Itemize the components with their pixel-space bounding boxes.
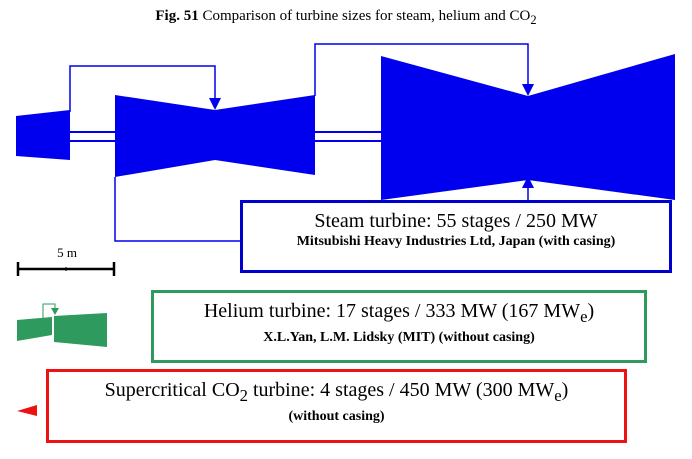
- helium-title-close: ): [587, 300, 595, 322]
- figure-caption: Fig. 51 Comparison of turbine sizes for …: [0, 8, 692, 28]
- steam-ip-section: [115, 95, 315, 177]
- helium-pipe-arrow: [51, 308, 59, 315]
- co2-title-text: Supercritical CO: [104, 379, 240, 401]
- steam-shaft-mid-upper: [315, 131, 381, 133]
- caption-subscript: 2: [530, 13, 537, 27]
- helium-pipe: [42, 303, 56, 318]
- helium-turbine-section: [54, 313, 107, 347]
- scale-label: 5 m: [57, 245, 77, 260]
- helium-title-subscript: e: [580, 307, 588, 326]
- steam-shaft-lower: [70, 140, 115, 142]
- scale-bar: [16, 262, 116, 276]
- steam-pipe-arrow-3: [522, 176, 534, 188]
- figure-label: Fig. 51: [155, 8, 199, 24]
- steam-turbine-title: Steam turbine: 55 stages / 250 MW: [314, 210, 598, 232]
- steam-pipe-return: [114, 177, 240, 242]
- co2-title-subscript-2: 2: [239, 386, 248, 405]
- steam-lp-section: [381, 54, 675, 200]
- steam-shaft-mid-lower: [315, 140, 381, 142]
- caption-text: Comparison of turbine sizes for steam, h…: [202, 8, 531, 24]
- steam-turbine-drawing: [16, 43, 675, 242]
- steam-pipe-hp-to-ip: [69, 65, 216, 112]
- steam-turbine-source: Mitsubishi Heavy Industries Ltd, Japan (…: [296, 234, 616, 249]
- helium-title-text: Helium turbine: 17 stages / 333 MW (167 …: [203, 300, 581, 322]
- co2-title-subscript-e: e: [554, 386, 562, 405]
- steam-shaft-upper: [70, 131, 115, 133]
- steam-pipe-arrow-1: [209, 98, 221, 110]
- co2-turbine-label-box: Supercritical CO2 turbine: 4 stages / 45…: [46, 369, 627, 443]
- co2-turbine-title: Supercritical CO2 turbine: 4 stages / 45…: [49, 378, 624, 408]
- helium-turbine-title: Helium turbine: 17 stages / 333 MW (167 …: [154, 299, 644, 329]
- helium-turbine-source: X.L.Yan, L.M. Lidsky (MIT) (without casi…: [263, 330, 535, 345]
- steam-pipe-arrow-2: [522, 84, 534, 96]
- helium-turbine-label-box: Helium turbine: 17 stages / 333 MW (167 …: [151, 290, 647, 363]
- steam-pipe-ip-to-lp: [314, 43, 529, 96]
- co2-title-mid: turbine: 4 stages / 450 MW (300 MW: [247, 379, 555, 401]
- co2-title-close: ): [561, 379, 569, 401]
- co2-turbine-source: (without casing): [288, 409, 385, 424]
- helium-compressor-section: [17, 317, 52, 341]
- co2-turbine-drawing: [17, 405, 37, 416]
- helium-turbine-drawing: [17, 303, 107, 347]
- steam-hp-section: [16, 110, 70, 160]
- steam-turbine-label-box: Steam turbine: 55 stages / 250 MW Mitsub…: [240, 200, 672, 273]
